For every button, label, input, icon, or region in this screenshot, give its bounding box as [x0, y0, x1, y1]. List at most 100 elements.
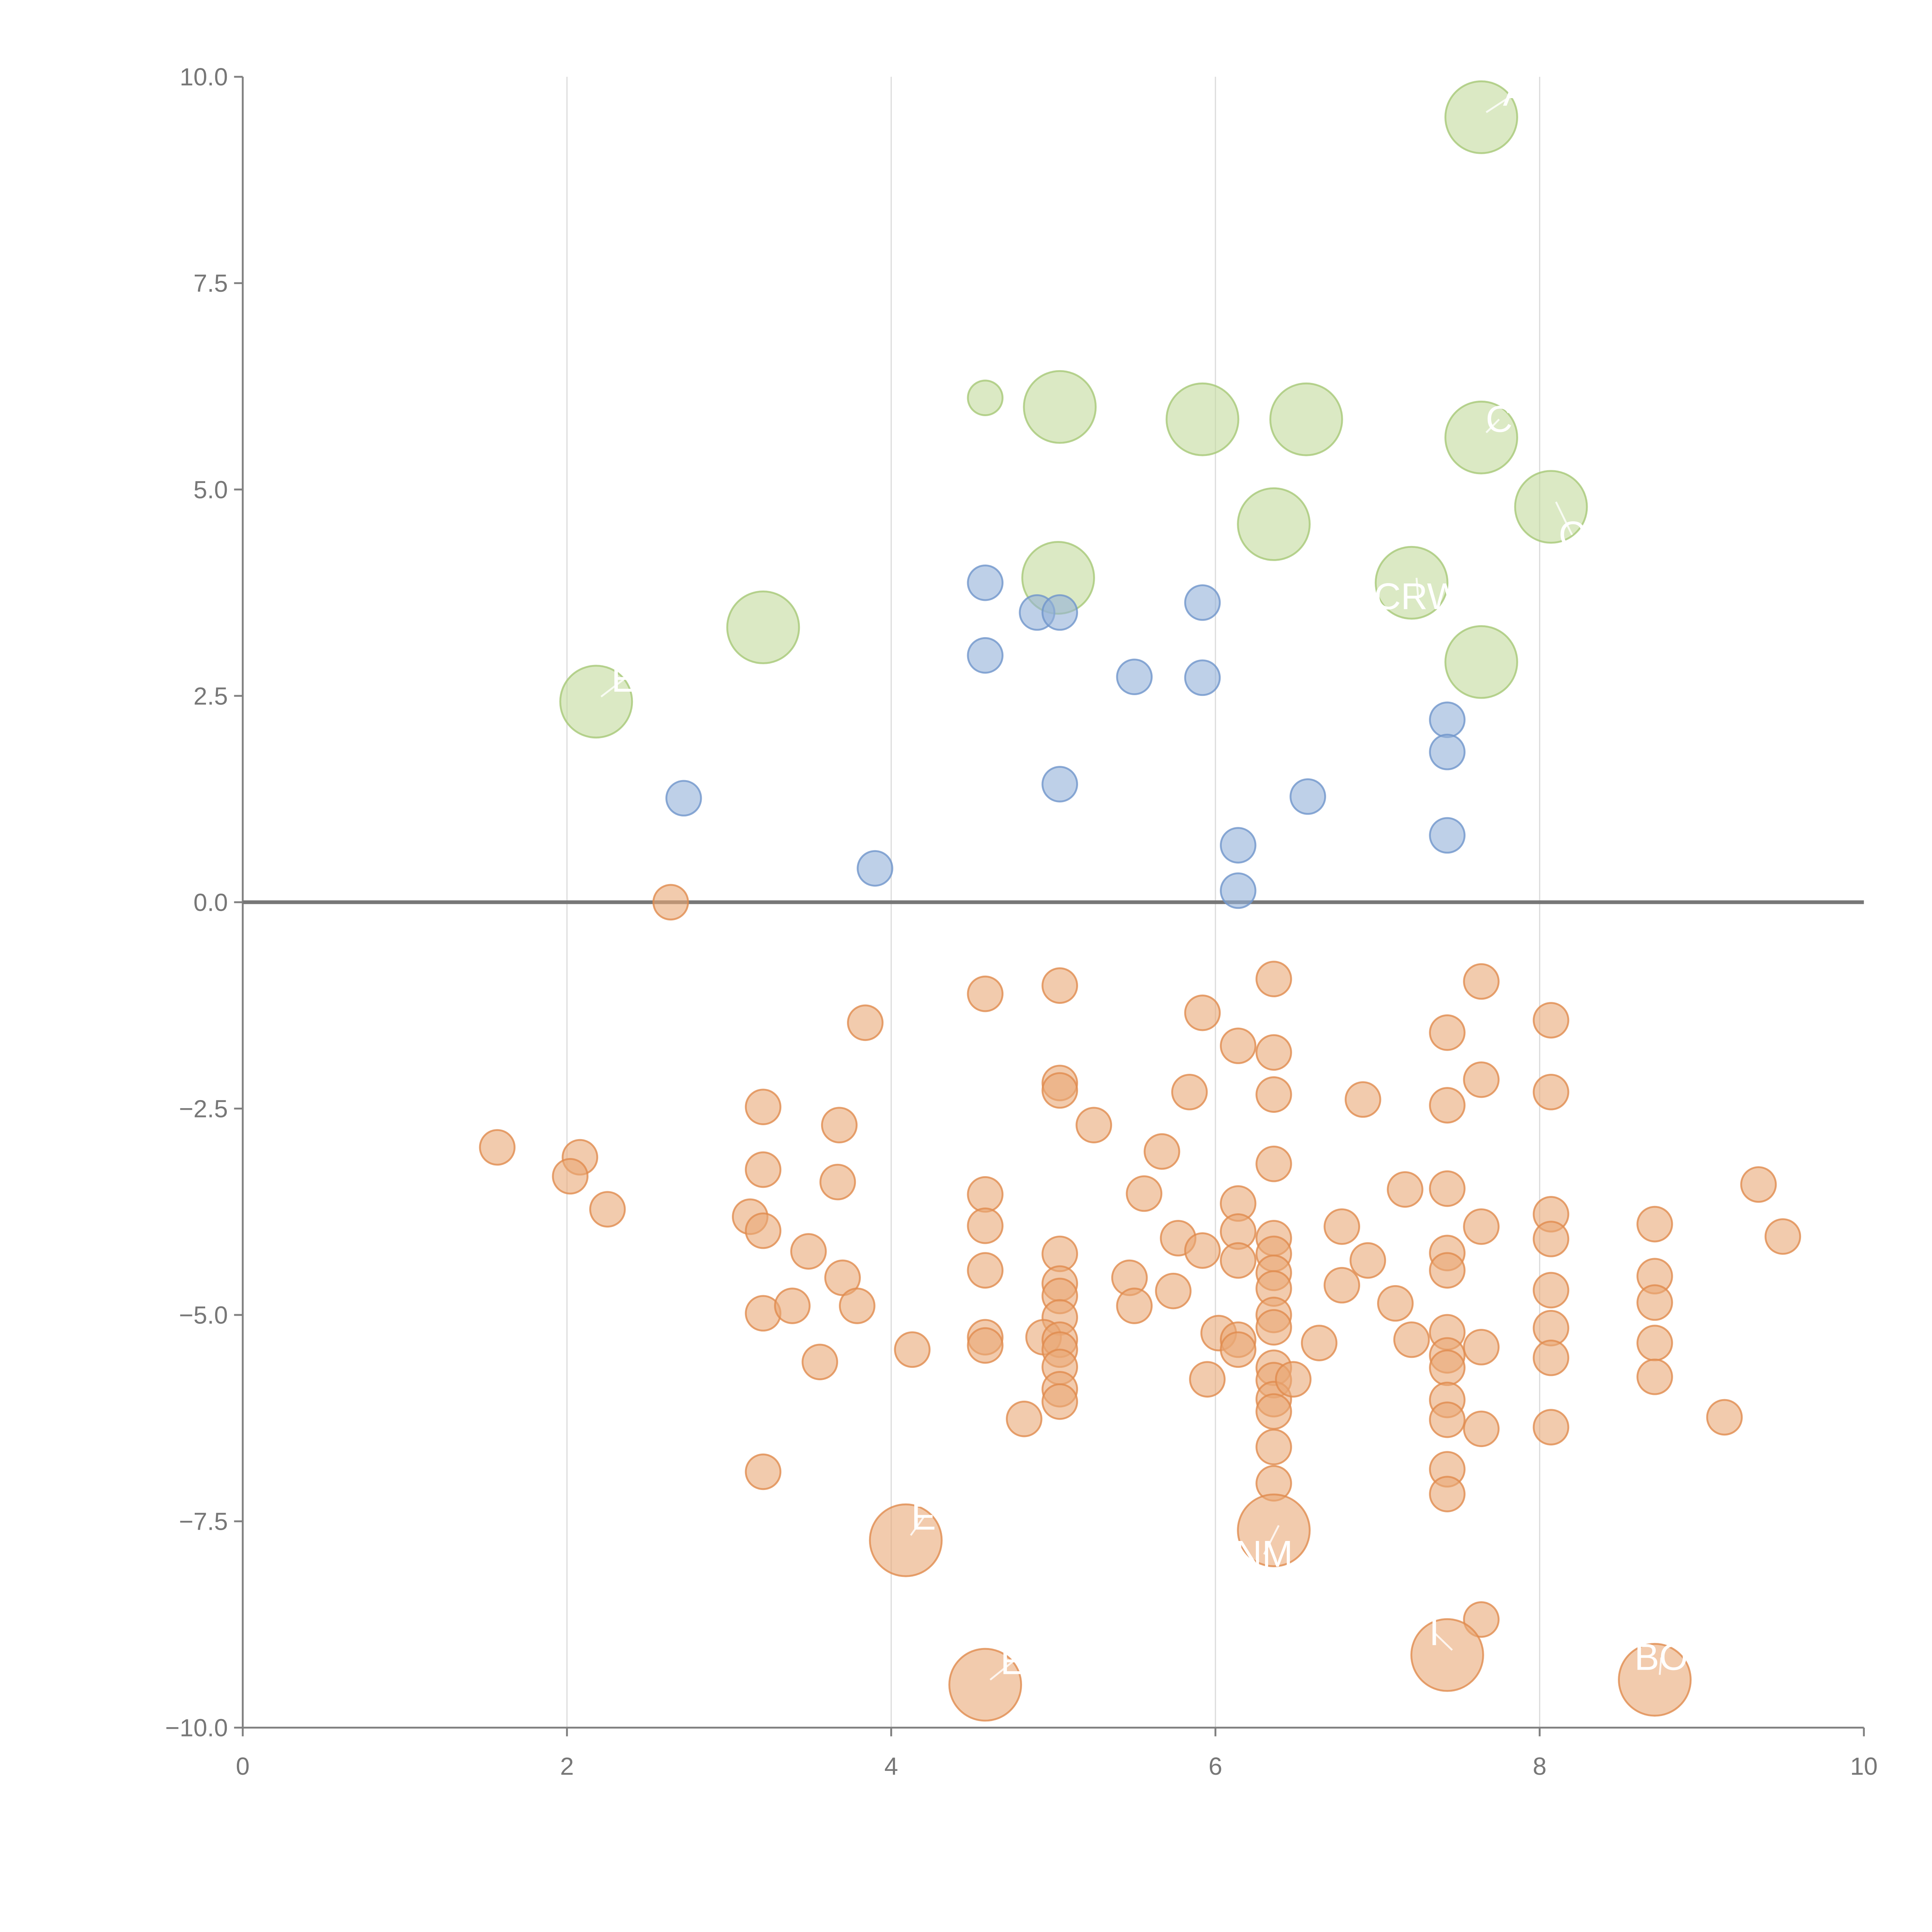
orange-point: [1532, 1272, 1570, 1309]
y-tick-label: −2.5: [179, 1095, 228, 1122]
orange-point: [1323, 1267, 1361, 1304]
orange-point: [1255, 1309, 1292, 1346]
blue-point: [665, 780, 702, 817]
orange-point: [1041, 1072, 1078, 1109]
orange-point: [967, 1176, 1004, 1213]
y-tick-label: −7.5: [179, 1508, 228, 1536]
orange-point: [745, 1212, 782, 1249]
orange-point: [1171, 1073, 1208, 1111]
point-label: C: [1486, 398, 1512, 440]
orange-point: [1349, 1242, 1386, 1279]
x-tick-label: 0: [236, 1752, 250, 1780]
orange-point: [1255, 1076, 1292, 1113]
orange-point: [1377, 1285, 1414, 1322]
green-bubble: [1514, 470, 1588, 544]
orange-bubble: [1410, 1618, 1484, 1692]
label-leader-line: [1486, 92, 1516, 113]
green-bubble: [726, 590, 800, 664]
x-tick-label: 2: [560, 1752, 574, 1780]
label-leader-line: [1555, 501, 1573, 536]
y-tick-label: 0.0: [194, 888, 228, 916]
point-label: CRW: [1374, 576, 1462, 617]
label-leader-line: [1485, 418, 1500, 434]
orange-point: [1463, 1208, 1500, 1245]
orange-point: [1255, 1429, 1292, 1466]
orange-point: [1393, 1321, 1430, 1358]
blue-point: [1219, 872, 1257, 909]
orange-point: [1429, 1349, 1466, 1386]
label-leader-line: [1415, 578, 1419, 597]
orange-point: [1345, 1081, 1381, 1118]
orange-point: [1532, 1339, 1570, 1376]
orange-point: [1275, 1361, 1312, 1398]
orange-point: [790, 1233, 827, 1270]
y-tick-label: −5.0: [179, 1301, 228, 1329]
orange-point: [1532, 1221, 1570, 1257]
label-leader-line: [990, 1661, 1014, 1681]
point-label: E: [911, 1496, 936, 1537]
blue-point: [1041, 766, 1078, 803]
orange-point: [1116, 1287, 1153, 1324]
point-label: I: [1429, 1612, 1440, 1653]
orange-point: [1636, 1325, 1673, 1361]
orange-point: [967, 1252, 1004, 1289]
point-label: NM: [1235, 1534, 1293, 1575]
blue-point: [857, 850, 893, 887]
blue-point: [967, 564, 1004, 601]
blue-point: [1184, 584, 1221, 621]
blue-point: [1429, 701, 1466, 738]
orange-point: [1189, 1361, 1226, 1398]
orange-point: [1764, 1218, 1801, 1255]
orange-point: [1636, 1358, 1673, 1395]
orange-point: [839, 1287, 876, 1324]
blue-point: [967, 637, 1004, 674]
orange-point: [1463, 963, 1500, 1000]
orange-point: [1219, 1331, 1257, 1368]
green-bubble: [1444, 80, 1518, 154]
orange-point: [1255, 1145, 1292, 1182]
orange-point: [1429, 1476, 1466, 1512]
orange-point: [894, 1331, 931, 1368]
orange-point: [1429, 1170, 1466, 1207]
orange-bubble: [869, 1503, 943, 1577]
label-leader-line: [910, 1517, 925, 1536]
orange-point: [1255, 1393, 1292, 1430]
orange-point: [967, 1327, 1004, 1364]
orange-point: [1219, 1242, 1257, 1279]
x-tick-label: 6: [1209, 1752, 1223, 1780]
y-tick-label: 5.0: [194, 476, 228, 503]
label-leader-line: [600, 679, 624, 697]
orange-point: [1255, 961, 1292, 997]
point-label: A: [1503, 72, 1528, 114]
blue-point: [1429, 817, 1466, 854]
orange-point: [1184, 994, 1221, 1031]
orange-point: [652, 884, 689, 921]
orange-bubble: [948, 1648, 1022, 1722]
blue-point: [1116, 658, 1153, 696]
orange-point: [1126, 1175, 1163, 1212]
orange-point: [1636, 1206, 1673, 1243]
orange-point: [847, 1004, 884, 1041]
point-label: E: [1000, 1641, 1025, 1682]
green-bubble: [1374, 546, 1449, 620]
point-label: BO: [1634, 1637, 1688, 1678]
x-tick-label: 8: [1533, 1752, 1547, 1780]
blue-point: [1184, 659, 1221, 696]
orange-point: [1463, 1329, 1500, 1366]
orange-point: [552, 1158, 588, 1195]
orange-point: [801, 1344, 838, 1381]
blue-point: [1429, 733, 1466, 770]
orange-point: [1463, 1601, 1500, 1638]
orange-point: [1075, 1107, 1112, 1143]
green-bubble: [1237, 487, 1311, 561]
label-leader-line: [1434, 1632, 1453, 1651]
orange-point: [1387, 1171, 1423, 1208]
orange-point: [479, 1129, 516, 1166]
orange-point: [1301, 1325, 1338, 1361]
orange-point: [1463, 1410, 1500, 1447]
orange-bubble: [1618, 1643, 1692, 1717]
orange-bubble: [1237, 1493, 1311, 1567]
blue-point: [1219, 827, 1257, 864]
orange-point: [1429, 1087, 1466, 1124]
